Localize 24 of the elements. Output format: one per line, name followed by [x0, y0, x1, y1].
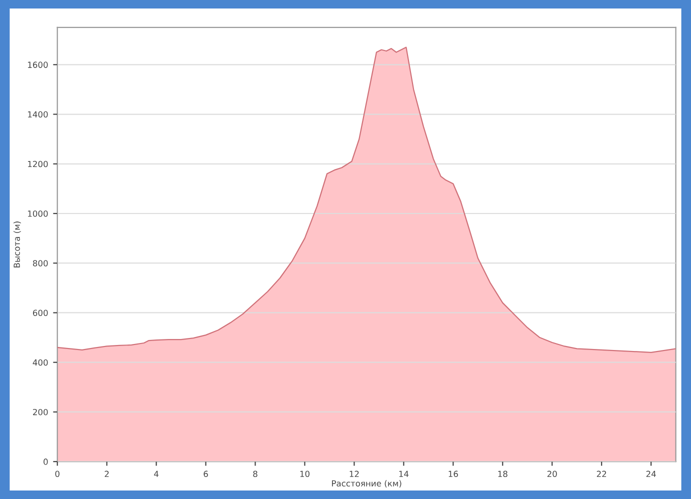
x-tick-label: 2	[104, 470, 109, 477]
x-tick-label: 16	[448, 470, 458, 478]
x-tick-label: 12	[350, 470, 359, 477]
x-tick-label: 22	[596, 470, 606, 477]
x-tick-label: 14	[399, 470, 409, 477]
x-tick-label: 18	[498, 470, 508, 478]
y-tick-label: 1600	[28, 62, 48, 68]
x-axis-title: Расстояние (км)	[332, 480, 402, 488]
y-tick-label: 200	[33, 408, 48, 416]
x-tick-label: 6	[204, 470, 208, 478]
y-axis-title: Высота (м)	[14, 222, 21, 268]
x-tick-label: 10	[300, 470, 310, 478]
x-tick-label: 4	[154, 470, 158, 477]
y-tick-label: 1400	[28, 111, 48, 118]
x-tick-label: 20	[547, 470, 557, 478]
x-tick-label: 8	[253, 470, 258, 478]
x-tick-label: 24	[646, 470, 656, 477]
y-tick-label: 1000	[28, 210, 48, 217]
y-tick-label: 1200	[28, 160, 48, 168]
y-tick-label: 600	[33, 310, 48, 316]
y-tick-label: 400	[32, 359, 48, 366]
y-tick-label: 0	[44, 458, 48, 465]
x-tick-label: 0	[55, 470, 60, 478]
y-tick-label: 800	[32, 260, 48, 266]
